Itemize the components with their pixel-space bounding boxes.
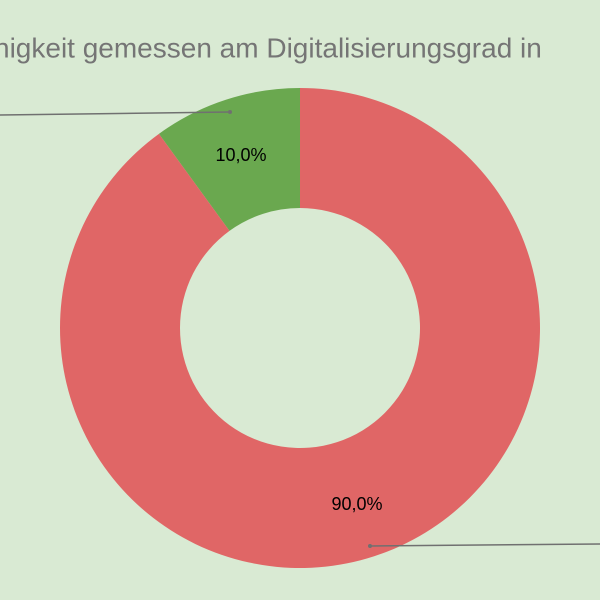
leader-dot [228,110,232,114]
slices [60,88,541,568]
chart-title: nigkeit gemessen am Digitalisierungsgrad… [0,32,542,63]
data-label: 90,0% [331,494,382,514]
data-label: 10,0% [215,145,266,165]
slice [158,88,300,231]
slice [60,88,541,568]
leader-line [369,543,600,547]
leader-dot [368,544,372,548]
leader-line [0,111,231,116]
